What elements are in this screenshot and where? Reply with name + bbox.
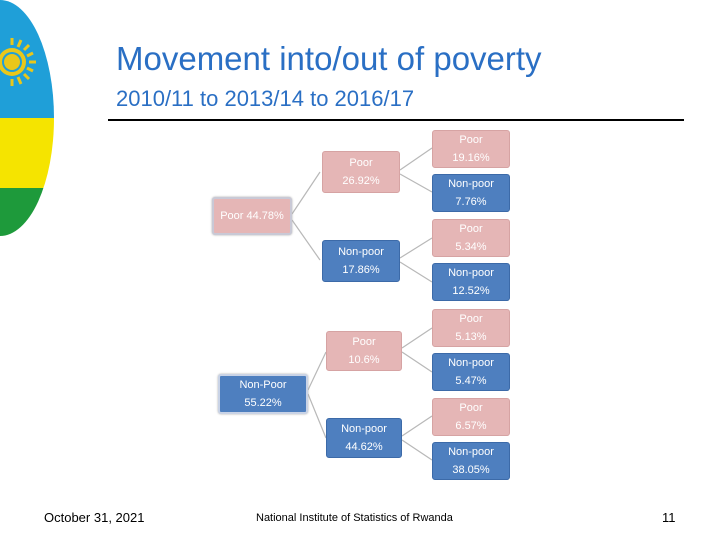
node-label: Non-poor xyxy=(338,246,384,258)
node-label: Poor xyxy=(459,134,483,146)
connector-root-poor-to-nonpoor xyxy=(291,219,321,261)
node-poor-nonpoor-poor: Poor 5.34% xyxy=(432,219,510,257)
connector-l1d-to-poor xyxy=(401,415,433,437)
node-value: 10.6% xyxy=(348,354,380,366)
node-label: Poor xyxy=(459,402,483,414)
node-poor-poor: Poor 26.92% xyxy=(322,151,400,193)
node-label: Non-poor xyxy=(448,267,494,279)
node-poor-nonpoor: Non-poor 17.86% xyxy=(322,240,400,282)
connector-root-nonpoor-to-poor xyxy=(307,351,327,391)
flag-yellow-band xyxy=(0,118,54,188)
footer-date: October 31, 2021 xyxy=(44,510,145,525)
node-nonpoor-nonpoor-nonpoor: Non-poor 38.05% xyxy=(432,442,510,480)
node-value: 17.86% xyxy=(342,264,380,276)
connector-l1c-to-nonpoor xyxy=(401,351,433,373)
node-nonpoor-poor-nonpoor: Non-poor 5.47% xyxy=(432,353,510,391)
connector-l1c-to-poor xyxy=(401,327,433,349)
node-label: Non-poor xyxy=(448,178,494,190)
node-value: 19.16% xyxy=(452,152,490,164)
connector-l1a-to-poor xyxy=(399,147,433,171)
node-value: 26.92% xyxy=(342,175,380,187)
connector-l1b-to-nonpoor xyxy=(399,261,433,283)
node-poor-nonpoor-nonpoor: Non-poor 12.52% xyxy=(432,263,510,301)
node-label: Non-poor xyxy=(448,446,494,458)
slide-subtitle: 2010/11 to 2013/14 to 2016/17 xyxy=(116,86,415,111)
node-label: Poor xyxy=(459,313,483,325)
node-label: Poor 44.78% xyxy=(220,210,284,222)
node-value: 38.05% xyxy=(452,464,490,476)
node-label: Non-poor xyxy=(448,357,494,369)
node-value: 5.47% xyxy=(455,375,487,387)
node-value: 5.34% xyxy=(455,241,487,253)
node-label: Non-poor xyxy=(341,423,387,435)
node-poor-poor-poor: Poor 19.16% xyxy=(432,130,510,168)
connector-l1d-to-nonpoor xyxy=(401,439,433,461)
rwanda-flag-logo xyxy=(0,0,54,236)
node-nonpoor-nonpoor: Non-poor 44.62% xyxy=(326,418,402,458)
node-value: 7.76% xyxy=(455,196,487,208)
node-nonpoor-poor-poor: Poor 5.13% xyxy=(432,309,510,347)
title-divider xyxy=(108,119,684,121)
node-value: 6.57% xyxy=(455,420,487,432)
slide-title: Movement into/out of poverty xyxy=(116,40,542,77)
node-label: Non-Poor xyxy=(239,379,287,391)
node-value: 55.22% xyxy=(244,397,282,409)
node-value: 44.62% xyxy=(345,441,383,453)
node-value: 12.52% xyxy=(452,285,490,297)
node-label: Poor xyxy=(352,336,376,348)
connector-l1b-to-poor xyxy=(399,237,433,259)
flag-sun-icon xyxy=(0,38,36,86)
node-nonpoor-poor: Poor 10.6% xyxy=(326,331,402,371)
connector-root-nonpoor-to-nonpoor xyxy=(307,393,327,439)
node-root-nonpoor: Non-Poor 55.22% xyxy=(218,374,308,414)
node-nonpoor-nonpoor-poor: Poor 6.57% xyxy=(432,398,510,436)
footer-organization: National Institute of Statistics of Rwan… xyxy=(256,512,453,524)
node-label: Poor xyxy=(349,157,373,169)
connector-l1a-to-nonpoor xyxy=(399,173,433,193)
node-root-poor: Poor 44.78% xyxy=(212,197,292,235)
page-number: 11 xyxy=(662,510,676,525)
node-value: 5.13% xyxy=(455,331,487,343)
connector-root-poor-to-poor xyxy=(291,171,321,215)
node-label: Poor xyxy=(459,223,483,235)
node-poor-poor-nonpoor: Non-poor 7.76% xyxy=(432,174,510,212)
